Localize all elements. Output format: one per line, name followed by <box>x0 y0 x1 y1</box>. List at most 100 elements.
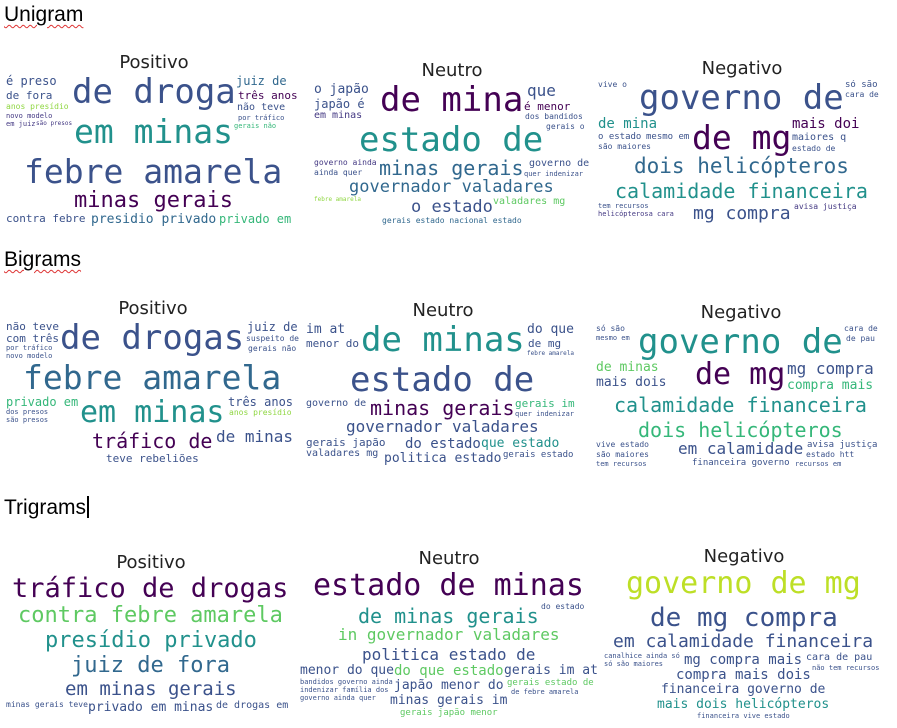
wordcloud-word: mais doi <box>792 116 860 132</box>
wordcloud-word: cara de <box>844 324 878 333</box>
wordcloud-panel-bigrams-negativo: Negativo governo de de mg calamidade financ… <box>594 302 888 472</box>
wordcloud-word: em calamidade <box>678 439 804 458</box>
wordcloud-word: mais dois helicópteros <box>657 697 830 712</box>
wordcloud-word: estado de <box>359 120 544 160</box>
wordcloud: de drogas febre amarela em minas tráfico de… <box>4 320 302 466</box>
wordcloud-word: de mg <box>695 357 786 392</box>
wordcloud-word: novo modelo <box>6 112 53 120</box>
wordcloud-word: gerais japão menor <box>400 708 498 718</box>
wordcloud-word: de mg compra <box>650 603 838 633</box>
section-title-bigrams: Bigrams <box>4 248 82 271</box>
wordcloud-word: financeira vive estado <box>697 712 790 720</box>
wordcloud-word: gerais não <box>248 344 297 353</box>
wordcloud-word: mais dois <box>596 375 667 390</box>
wordcloud-word: de pau <box>846 334 875 343</box>
wordcloud-title: Positivo <box>118 298 188 319</box>
wordcloud-panel-bigrams-positivo: Positivo de drogas febre amarela em minas tr… <box>4 298 302 466</box>
wordcloud-word: estado de minas <box>313 570 584 603</box>
wordcloud-word: do estado <box>405 436 481 452</box>
wordcloud-word: menor do <box>306 337 359 350</box>
wordcloud-word: três anos <box>238 89 298 102</box>
wordcloud-word: com três <box>6 332 59 345</box>
wordcloud-word: valadares mg <box>493 196 566 207</box>
wordcloud-word: o estado <box>411 197 493 217</box>
wordcloud-word: contra febre <box>6 212 86 225</box>
wordcloud-panel-trigrams-neutro: Neutro estado de minas de minas gerais in g… <box>298 548 600 720</box>
wordcloud-word: governo de mg <box>626 568 861 601</box>
wordcloud-word: avisa justiça <box>794 202 857 211</box>
wordcloud-word: vive estado <box>596 440 649 449</box>
text-cursor <box>87 496 90 518</box>
wordcloud-word: avisa justiça <box>807 440 878 450</box>
wordcloud-word: do que estado <box>394 663 504 679</box>
wordcloud-word: mg compra mais <box>684 652 803 668</box>
wordcloud-word: em juiz <box>6 120 36 128</box>
wordcloud-word: mg compra <box>693 203 791 224</box>
wordcloud-word: maiores q <box>792 132 847 143</box>
wordcloud-word: em minas <box>80 395 225 430</box>
wordcloud-word: só são maiores <box>604 660 664 668</box>
wordcloud-title: Neutro <box>412 300 474 321</box>
wordcloud-word: japão é <box>314 97 365 111</box>
wordcloud-word: o japão <box>314 82 369 97</box>
wordcloud-word: são presos <box>6 416 49 424</box>
wordcloud-word: dois helicópteros <box>634 154 849 178</box>
wordcloud-word: financeira governo <box>692 458 790 468</box>
wordcloud-word: teve rebeliões <box>106 452 199 465</box>
wordcloud-word: estado htt <box>806 450 855 459</box>
wordcloud-word: de fora <box>6 89 53 102</box>
wordcloud-word: em minas gerais <box>65 678 237 700</box>
wordcloud-word: gerais estado <box>503 450 574 460</box>
wordcloud-word: im at <box>306 322 346 337</box>
wordcloud-word: presidio privado <box>91 212 217 227</box>
wordcloud-word: juiz de <box>236 74 287 88</box>
wordcloud-word: contra febre amarela <box>18 603 283 628</box>
wordcloud-word: de mg <box>528 337 562 350</box>
wordcloud-word: que estado <box>481 436 560 451</box>
wordcloud-word: quer indenizar <box>524 170 584 178</box>
wordcloud-panel-unigram-positivo: Positivo de droga em minas febre amarela min… <box>4 52 304 230</box>
wordcloud: governo de de mg calamidade financeira dois… <box>594 324 888 472</box>
wordcloud-word: só são <box>596 324 625 333</box>
wordcloud-word: do que <box>527 322 574 337</box>
wordcloud: de minas estado de minas gerais governador … <box>304 322 582 468</box>
wordcloud-word: tráfico de drogas <box>12 574 289 604</box>
wordcloud-title: Neutro <box>418 548 480 569</box>
wordcloud-word: minas gerais <box>370 396 515 420</box>
wordcloud-word: calamidade financeira <box>615 179 868 203</box>
wordcloud-word: financeira governo de <box>661 682 826 697</box>
wordcloud-word: do estado <box>541 602 585 611</box>
wordcloud-word: juiz de <box>247 320 298 334</box>
wordcloud-word: in governador valadares <box>338 625 560 644</box>
wordcloud-word: de mina <box>380 82 524 120</box>
wordcloud-title: Neutro <box>421 60 483 81</box>
wordcloud-word: gerais im at <box>504 663 598 678</box>
wordcloud-word: cara de pau <box>806 652 873 663</box>
wordcloud-word: canalhice ainda só <box>604 652 680 660</box>
wordcloud-word: indenizar família dos <box>300 686 389 694</box>
wordcloud-word: febre amarela <box>527 350 574 357</box>
wordcloud-word: gerais im <box>515 397 575 410</box>
wordcloud-word: por tráfico <box>6 344 53 352</box>
wordcloud-word: politica estado <box>384 451 502 466</box>
section-title-unigram: Unigram <box>4 3 84 26</box>
wordcloud-word: governo de <box>306 398 367 409</box>
wordcloud-word: de droga <box>72 74 236 112</box>
wordcloud-word: minas gerais teve <box>6 700 88 709</box>
wordcloud-word: anos presídio <box>6 102 69 111</box>
wordcloud-word: governo ainda quer <box>300 694 376 702</box>
wordcloud-word: são maiores <box>596 450 649 459</box>
wordcloud-word: gerais o <box>546 122 585 131</box>
wordcloud-word: novo modelo <box>6 352 53 360</box>
wordcloud-word: em minas <box>314 110 363 121</box>
wordcloud-word: febre amarela <box>24 152 283 191</box>
wordcloud-word: cara de <box>845 90 879 99</box>
wordcloud: estado de minas de minas gerais in governa… <box>298 570 600 720</box>
section-title-trigrams: Trigrams <box>4 496 90 520</box>
wordcloud-word: dos presos <box>6 408 49 416</box>
wordcloud-word: governo de <box>639 80 844 118</box>
wordcloud-word: vive o <box>598 80 627 89</box>
wordcloud-word: é preso <box>6 74 57 88</box>
wordcloud-word: que <box>527 82 556 100</box>
wordcloud-word: ainda quer <box>314 168 363 177</box>
